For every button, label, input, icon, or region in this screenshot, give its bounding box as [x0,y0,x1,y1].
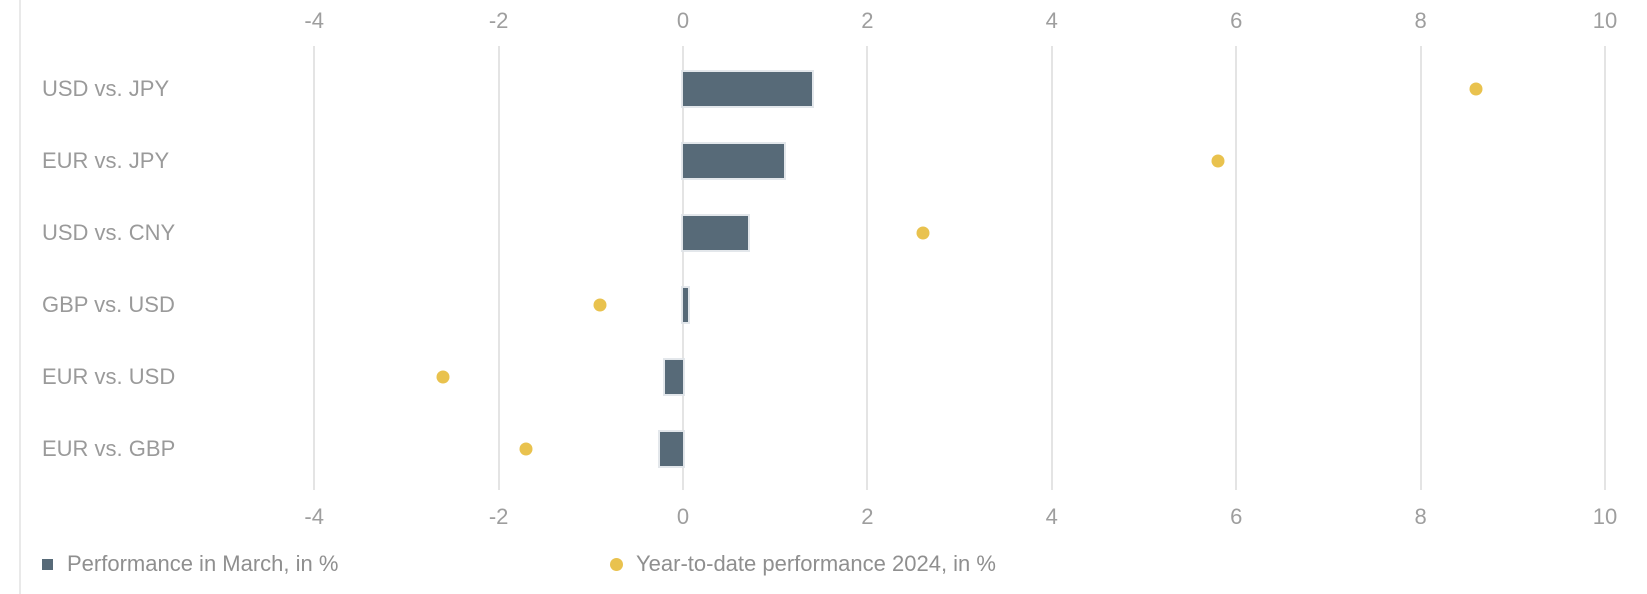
legend-dot-marker-icon [610,557,623,571]
bar-march-eur-vs-jpy [683,144,785,178]
x-tick-label-top--4: -4 [304,8,324,33]
x-tick-label-top-4: 4 [1045,8,1058,33]
category-label-eur-vs-gbp: EUR vs. GBP [42,436,176,461]
x-tick-label-bottom-10: 10 [1592,504,1618,529]
gridline-10 [1604,46,1606,490]
dot-ytd-eur-vs-jpy [1211,154,1225,168]
gridline-8 [1419,46,1422,490]
x-tick-label-bottom-0: 0 [676,504,690,529]
dot-ytd-eur-vs-usd [436,370,450,384]
bar-march-gbp-vs-usd [683,288,688,322]
x-tick-label-top-10: 10 [1592,8,1618,33]
x-tick-label-bottom-6: 6 [1230,504,1243,529]
x-tick-label-top-0: 0 [676,8,690,33]
x-tick-label-bottom-8: 8 [1414,504,1427,529]
category-label-usd-vs-jpy: USD vs. JPY [42,76,170,101]
bar-march-usd-vs-cny [683,216,748,250]
bar-march-eur-vs-gbp [659,432,683,466]
legend-item-ytd: Year-to-date performance 2024, in % [610,551,996,577]
legend-ytd-label: Year-to-date performance 2024, in % [636,551,996,576]
dot-ytd-usd-vs-cny [916,226,930,240]
x-tick-label-bottom-4: 4 [1045,504,1058,529]
dot-ytd-eur-vs-gbp [519,442,533,456]
x-tick-label-bottom-2: 2 [861,504,874,529]
category-label-eur-vs-usd: EUR vs. USD [42,364,176,389]
legend-march-label: Performance in March, in % [67,551,339,576]
bar-march-eur-vs-usd [664,360,683,394]
gridline-4 [1050,46,1053,490]
bar-march-usd-vs-jpy [683,72,813,106]
x-tick-label-top-2: 2 [861,8,874,33]
category-label-usd-vs-cny: USD vs. CNY [42,220,176,245]
chart-left-border-line [19,0,21,594]
gridline--4 [313,46,316,490]
gridline-0 [682,46,684,490]
x-tick-label-bottom--4: -4 [304,504,324,529]
legend-item-march: Performance in March, in % [42,551,338,577]
x-tick-label-top-6: 6 [1230,8,1243,33]
x-tick-label-bottom--2: -2 [488,504,509,529]
x-tick-label-top--2: -2 [488,8,509,33]
dot-ytd-usd-vs-jpy [1469,82,1483,96]
dot-ytd-gbp-vs-usd [593,298,607,312]
gridline-2 [866,46,869,490]
legend-square-marker-icon [42,558,53,570]
category-label-gbp-vs-usd: GBP vs. USD [42,292,175,317]
gridline-6 [1235,46,1238,490]
x-tick-label-top-8: 8 [1414,8,1427,33]
gridline--2 [497,46,500,490]
category-label-eur-vs-jpy: EUR vs. JPY [42,148,170,173]
